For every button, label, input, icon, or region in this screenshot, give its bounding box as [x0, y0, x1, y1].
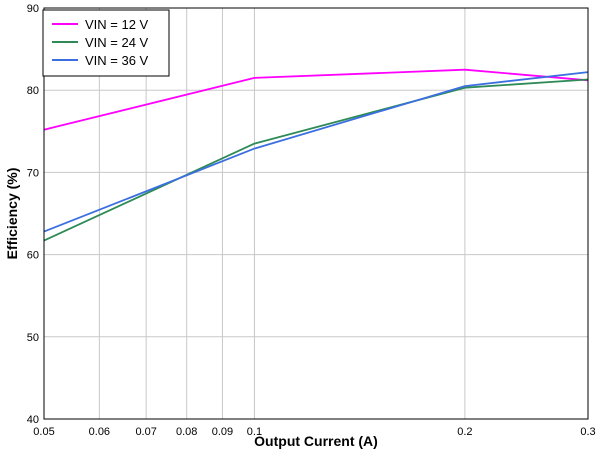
series-layer — [43, 68, 589, 242]
x-tick-label: 0.1 — [247, 426, 262, 438]
x-axis-label: Output Current (A) — [254, 433, 378, 449]
y-tick-label: 40 — [27, 414, 39, 426]
y-tick-label: 50 — [27, 332, 39, 344]
y-axis-label: Efficiency (%) — [4, 168, 20, 260]
plot-frame — [43, 7, 589, 420]
series-line-1 — [43, 68, 589, 131]
x-tick-label: 0.07 — [135, 426, 156, 438]
legend-label-3: VIN = 36 V — [85, 53, 149, 68]
y-tick-label: 90 — [27, 3, 39, 15]
y-tick-label: 60 — [27, 250, 39, 262]
x-tick-label: 0.3 — [580, 426, 595, 438]
x-tick-label: 0.09 — [212, 426, 233, 438]
legend: VIN = 12 V VIN = 24 V VIN = 36 V — [42, 9, 170, 77]
x-tick-label: 0.06 — [89, 426, 110, 438]
x-tick-label: 0.2 — [457, 426, 472, 438]
y-tick-label: 70 — [27, 167, 39, 179]
x-tick-label: 0.05 — [33, 426, 54, 438]
x-tick-label: 0.08 — [176, 426, 197, 438]
grid-layer — [44, 8, 588, 419]
legend-label-2: VIN = 24 V — [85, 35, 149, 50]
y-tick-label: 80 — [27, 85, 39, 97]
series-line-2 — [43, 78, 589, 242]
series-line-3 — [43, 71, 589, 233]
tick-label-layer: 0.05 0.06 0.07 0.08 0.09 0.1 0.2 0.3 40 50 60 70 80 9… — [27, 3, 596, 438]
legend-label-1: VIN = 12 V — [85, 17, 149, 32]
